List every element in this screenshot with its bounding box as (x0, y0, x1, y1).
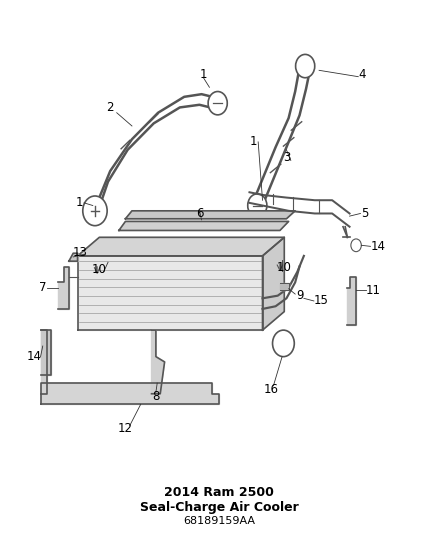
Text: 1: 1 (249, 135, 257, 148)
Text: 68189159AA: 68189159AA (183, 516, 255, 526)
Polygon shape (41, 383, 219, 405)
Text: 16: 16 (264, 383, 279, 396)
Polygon shape (152, 330, 165, 394)
Polygon shape (119, 221, 289, 230)
Polygon shape (262, 237, 284, 330)
Polygon shape (41, 330, 51, 375)
Text: 2014 Ram 2500
Seal-Charge Air Cooler: 2014 Ram 2500 Seal-Charge Air Cooler (140, 486, 298, 514)
Polygon shape (41, 330, 47, 394)
Text: 3: 3 (283, 151, 290, 164)
Text: 1: 1 (76, 196, 84, 209)
Polygon shape (347, 277, 356, 325)
Polygon shape (125, 211, 295, 219)
Polygon shape (78, 256, 262, 330)
Circle shape (83, 196, 107, 225)
Polygon shape (69, 253, 78, 261)
Text: 15: 15 (314, 294, 329, 308)
Text: 12: 12 (118, 422, 133, 435)
Text: 5: 5 (361, 207, 368, 220)
Circle shape (248, 194, 267, 217)
Text: 14: 14 (371, 240, 385, 253)
Text: 9: 9 (296, 289, 303, 302)
Circle shape (296, 54, 315, 78)
Polygon shape (78, 237, 284, 256)
Text: 6: 6 (196, 207, 203, 220)
Circle shape (272, 330, 294, 357)
Polygon shape (58, 266, 69, 309)
Text: 10: 10 (92, 263, 107, 276)
Text: 4: 4 (359, 68, 366, 81)
Text: 1: 1 (200, 68, 208, 81)
Text: 11: 11 (366, 284, 381, 297)
Text: 14: 14 (27, 350, 42, 363)
Text: 8: 8 (152, 390, 159, 403)
Text: 10: 10 (277, 261, 292, 274)
Circle shape (208, 92, 227, 115)
Text: 7: 7 (39, 281, 46, 294)
Circle shape (351, 239, 361, 252)
Text: 2: 2 (106, 101, 114, 114)
Polygon shape (280, 284, 289, 290)
Text: 13: 13 (72, 246, 87, 259)
